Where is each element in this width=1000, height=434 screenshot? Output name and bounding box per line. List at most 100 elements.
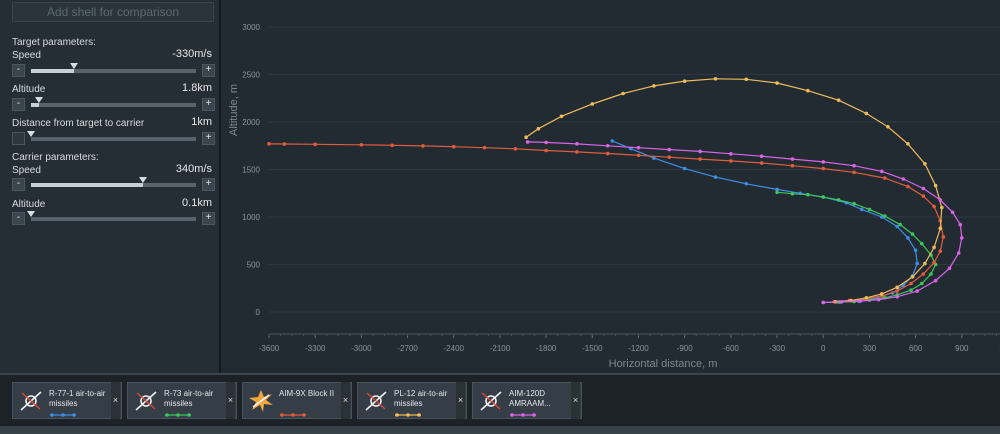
series-point-2	[929, 272, 933, 276]
shell-name: R-73 air-to-air missiles	[164, 389, 214, 408]
missile-icon	[365, 391, 387, 411]
slider-thumb[interactable]	[69, 63, 78, 69]
slider-thumb[interactable]	[139, 177, 148, 183]
series-point-5	[698, 149, 702, 154]
carrier-altitude-minus-button[interactable]: -	[12, 212, 25, 225]
shell-card[interactable]: AIM-120D AMRAAM...	[472, 382, 582, 419]
series-point-4	[806, 88, 810, 93]
shell-legend-swatch	[510, 413, 536, 417]
series-point-3	[313, 142, 317, 147]
series-point-1	[859, 207, 864, 212]
carrier-speed-minus-button[interactable]: -	[12, 178, 25, 191]
series-point-4	[836, 98, 841, 102]
series-point-3	[921, 272, 926, 276]
missile-explosion-icon	[249, 390, 273, 412]
series-point-3	[359, 143, 364, 147]
series-point-3	[482, 145, 487, 150]
series-point-1	[906, 236, 910, 240]
target-altitude-slider[interactable]	[31, 97, 196, 107]
series-point-4	[864, 295, 869, 300]
slider-thumb[interactable]	[35, 97, 44, 103]
series-point-3	[938, 249, 943, 253]
series-point-3	[941, 235, 946, 239]
series-point-3	[909, 281, 913, 286]
target-speed-plus-button[interactable]: +	[202, 64, 215, 77]
series-point-2	[909, 288, 913, 292]
series-point-2	[919, 281, 924, 286]
series-point-3	[636, 153, 641, 158]
series-point-5	[950, 210, 955, 215]
shell-name: AIM-9X Block II	[279, 389, 335, 398]
add-shell-input[interactable]: Add shell for comparison	[12, 2, 214, 22]
series-point-1	[901, 283, 906, 288]
series-point-4	[932, 245, 936, 250]
series-point-2	[919, 241, 924, 246]
series-point-1	[895, 224, 899, 229]
series-point-2	[883, 214, 887, 218]
series-point-4	[923, 162, 927, 166]
series-line-3	[268, 143, 944, 303]
series-point-4	[536, 126, 541, 131]
series-point-2	[898, 222, 903, 227]
shell-legend-swatch	[50, 413, 76, 417]
series-point-5	[915, 289, 919, 293]
series-point-3	[852, 170, 856, 175]
x-tick-label: -1200	[628, 344, 649, 353]
target-distance-plus-button[interactable]: +	[202, 132, 215, 145]
x-tick-label: -900	[677, 344, 694, 353]
series-point-4	[652, 84, 656, 88]
remove-shell-button[interactable]: ×	[341, 382, 350, 419]
series-point-4	[923, 261, 927, 266]
y-axis-title: Altitude, m	[228, 84, 240, 136]
series-point-4	[524, 135, 528, 139]
series-point-3	[729, 159, 733, 163]
series-point-4	[895, 285, 899, 290]
x-tick-label: -1500	[582, 344, 603, 353]
target-speed-slider[interactable]	[31, 63, 196, 73]
remove-shell-button[interactable]: ×	[226, 382, 235, 419]
series-point-3	[821, 166, 826, 171]
target-distance-minus-button[interactable]: -	[12, 132, 25, 145]
series-line-4	[525, 78, 943, 303]
carrier-altitude-value: 0.1km	[182, 197, 212, 209]
target-distance-slider[interactable]	[27, 131, 196, 141]
x-tick-label: -2100	[490, 344, 511, 353]
series-point-5	[901, 177, 906, 181]
series-point-4	[939, 205, 944, 210]
remove-shell-button[interactable]: ×	[571, 382, 580, 419]
remove-shell-button[interactable]: ×	[111, 382, 120, 419]
shell-legend-swatch	[395, 413, 421, 417]
carrier-altitude-label: Altitude	[12, 199, 46, 210]
target-speed-minus-button[interactable]: -	[12, 64, 25, 77]
target-altitude-plus-button[interactable]: +	[202, 98, 215, 111]
series-point-5	[544, 140, 548, 145]
shell-legend-swatch	[280, 413, 306, 417]
x-axis-title: Horizontal distance, m	[609, 358, 718, 370]
shell-card[interactable]: R-73 air-to-air missiles	[127, 382, 237, 419]
carrier-speed-plus-button[interactable]: +	[202, 178, 215, 191]
series-point-4	[775, 81, 779, 85]
series-point-3	[667, 155, 672, 159]
target-altitude-value: 1.8km	[182, 82, 212, 94]
target-altitude-minus-button[interactable]: -	[12, 98, 25, 111]
shell-card[interactable]: AIM-9X Block II	[242, 382, 352, 419]
remove-shell-button[interactable]: ×	[456, 382, 465, 419]
shell-card[interactable]: R-77-1 air-to-air missiles	[12, 382, 122, 419]
series-point-3	[790, 163, 795, 168]
carrier-altitude-slider[interactable]	[27, 211, 196, 221]
target-distance-value: 1km	[191, 116, 212, 128]
shell-card[interactable]: PL-12 air-to-air missiles	[357, 382, 467, 419]
x-tick-label: 900	[955, 344, 969, 353]
slider-thumb[interactable]	[27, 131, 35, 137]
series-point-2	[821, 195, 826, 199]
carrier-speed-slider[interactable]	[31, 177, 196, 187]
series-point-3	[421, 144, 425, 148]
series-point-3	[282, 142, 287, 146]
carrier-altitude-plus-button[interactable]: +	[202, 212, 215, 225]
series-point-4	[886, 124, 890, 129]
series-point-1	[879, 215, 884, 219]
series-point-4	[744, 77, 749, 82]
slider-thumb[interactable]	[27, 211, 35, 217]
